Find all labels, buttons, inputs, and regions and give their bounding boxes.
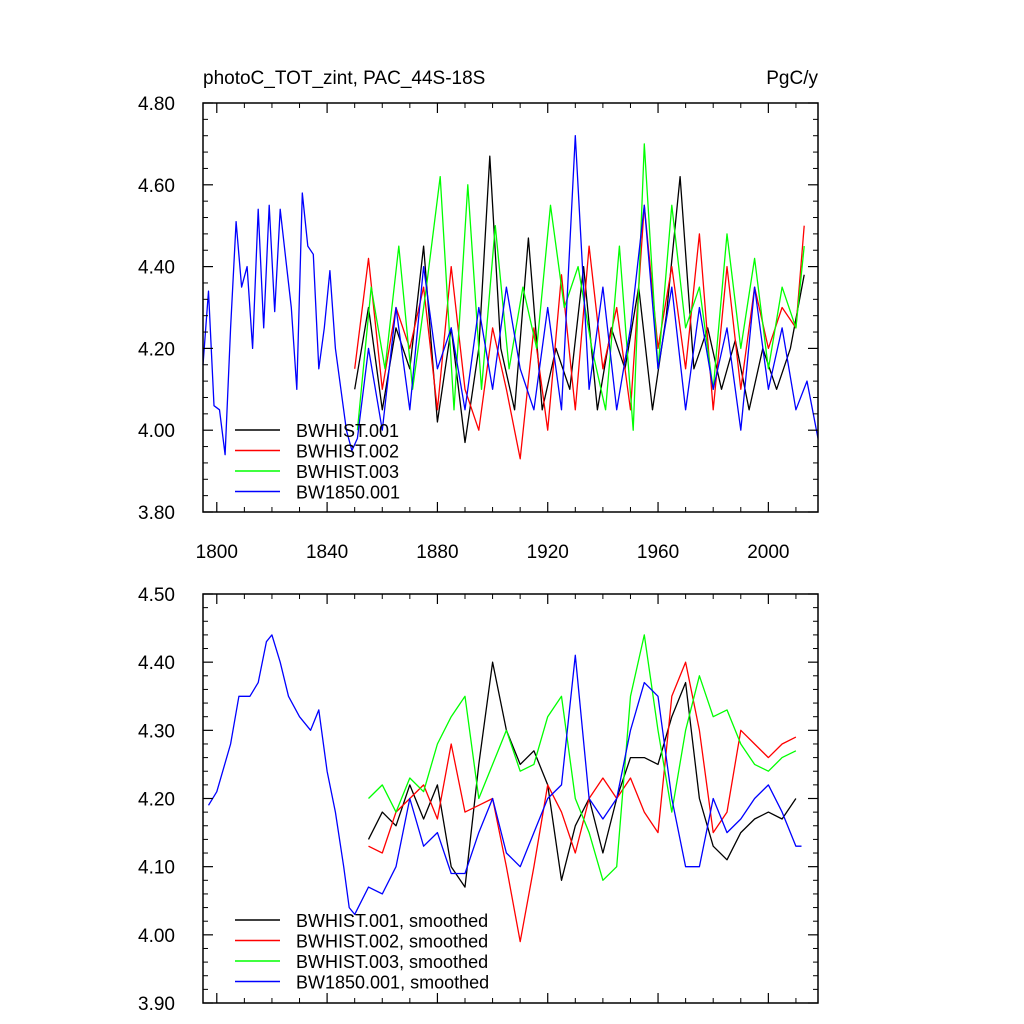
bottom-series-bwhist-003-smoothed: [368, 634, 797, 881]
bottom-ytick-label: 3.90: [138, 994, 175, 1015]
top-ytick-label: 4.40: [138, 258, 175, 279]
bottom-series-bwhist-001-smoothed: [367, 661, 797, 888]
top-ytick-label: 4.60: [138, 176, 175, 197]
top-legend-label: BWHIST.002: [296, 442, 399, 462]
top-chart-title: photoC_TOT_zint, PAC_44S-18S: [203, 68, 485, 89]
bottom-ytick-label: 4.20: [138, 790, 175, 811]
top-legend-label: BWHIST.001: [296, 421, 399, 441]
bottom-legend-entry: BWHIST.001, smoothed: [235, 911, 488, 931]
top-plot-frame: [202, 102, 819, 513]
bottom-legend-label: BWHIST.002, smoothed: [296, 932, 488, 952]
top-xtick-label: 1920: [527, 542, 569, 563]
top-series-bwhist-002: [354, 204, 805, 460]
top-xtick-label: 1960: [637, 542, 679, 563]
top-xtick-label: 2000: [747, 542, 789, 563]
bottom-ytick-label: 4.50: [138, 585, 175, 606]
top-chart-units: PgC/y: [766, 68, 818, 89]
top-legend-label: BW1850.001: [296, 483, 400, 503]
top-ytick-label: 4.80: [138, 94, 175, 115]
top-legend-entry: BW1850.001: [235, 483, 400, 503]
top-series-bw1850-001: [202, 135, 819, 456]
bottom-ytick-label: 4.40: [138, 653, 175, 674]
top-legend-entry: BWHIST.003: [235, 462, 399, 482]
bottom-legend-label: BWHIST.003, smoothed: [296, 952, 488, 972]
top-series-bwhist-001: [354, 155, 805, 444]
bottom-ytick-label: 4.00: [138, 926, 175, 947]
bottom-legend-label: BW1850.001, smoothed: [296, 973, 489, 993]
bottom-legend-label: BWHIST.001, smoothed: [296, 911, 488, 931]
top-legend-label: BWHIST.003: [296, 462, 399, 482]
bottom-ytick-label: 4.30: [138, 721, 175, 742]
top-ytick-label: 3.80: [138, 503, 175, 524]
bottom-ytick-label: 4.10: [138, 858, 175, 879]
bottom-series-bw1850-001-smoothed: [207, 634, 802, 916]
top-xtick-label: 1840: [306, 542, 348, 563]
top-ytick-label: 4.20: [138, 339, 175, 360]
bottom-legend-entry: BWHIST.002, smoothed: [235, 932, 488, 952]
bottom-legend-entry: BW1850.001, smoothed: [235, 973, 489, 993]
top-xtick-label: 1800: [196, 542, 238, 563]
bottom-legend-entry: BWHIST.003, smoothed: [235, 952, 488, 972]
top-legend-entry: BWHIST.002: [235, 442, 399, 462]
top-ytick-label: 4.00: [138, 421, 175, 442]
top-panel: photoC_TOT_zint, PAC_44S-18S PgC/y BWHIS…: [138, 68, 819, 563]
top-xtick-label: 1880: [416, 542, 458, 563]
top-legend-entry: BWHIST.001: [235, 421, 399, 441]
bottom-series-bwhist-002-smoothed: [368, 661, 797, 943]
